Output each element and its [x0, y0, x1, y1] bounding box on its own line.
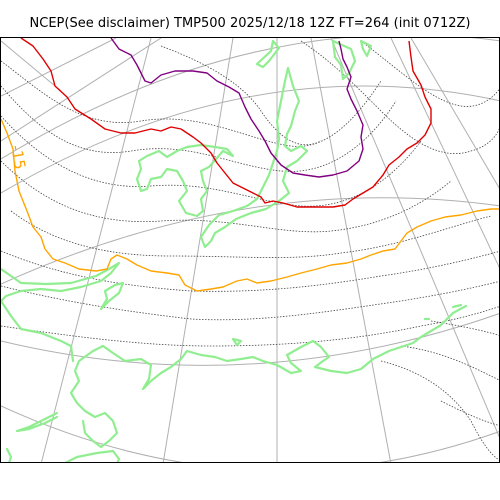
coastline-greenland: [255, 39, 281, 69]
latitude-circle: [1, 197, 499, 285]
isotherm-purple: [110, 38, 364, 178]
coastline-svalbard-east: [359, 39, 373, 58]
latitude-circle: [1, 38, 499, 160]
contour-labels: -15: [7, 144, 29, 171]
coastline-baffin: [135, 143, 235, 218]
height-contour: [1, 60, 382, 147]
coastline-newfoundland: [231, 337, 243, 347]
meridian: [310, 38, 392, 462]
latitude-circle: [1, 85, 499, 194]
meridian: [41, 38, 152, 462]
coastline-hudson-bay: [69, 344, 119, 449]
coastline-hudson-island: [99, 281, 125, 311]
meridian: [410, 38, 499, 189]
height-contour: [1, 281, 499, 321]
coastline-bay-west: [15, 411, 59, 433]
height-contour: [1, 85, 397, 172]
meridian: [1, 38, 162, 142]
height-contour: [380, 360, 499, 461]
height-contour: [10, 210, 492, 258]
meridian: [390, 38, 499, 268]
latitude-circle: [1, 313, 499, 366]
meridian: [162, 38, 234, 462]
coastline-labrador: [1, 299, 75, 363]
isotherm-orange: [1, 118, 499, 292]
height-contour: [1, 250, 499, 292]
graticule: [1, 38, 499, 462]
map-title: NCEP(See disclaimer) TMP500 2025/12/18 1…: [29, 16, 471, 31]
map-canvas: -15: [1, 38, 499, 462]
isotherms: [1, 38, 499, 292]
height-contour: [1, 160, 452, 233]
coastline-bay-south: [64, 449, 121, 462]
coastline-bay-islands: [5, 447, 13, 462]
height-contour: [160, 45, 322, 146]
height-contours: [1, 40, 499, 461]
latitude-circle: [1, 405, 499, 462]
coastline-greenland-east: [199, 66, 309, 249]
isotherm-red: [20, 38, 432, 208]
meridian: [330, 38, 499, 438]
height-contour: [1, 306, 499, 347]
meridian: [1, 40, 62, 92]
coastlines: [1, 39, 468, 462]
coastline-canada-east: [101, 304, 468, 391]
height-contour: [440, 400, 499, 426]
height-contour: [300, 40, 499, 154]
meridian: [1, 38, 117, 97]
isotherm-label: -15: [7, 144, 29, 171]
coastline-small-island: [451, 303, 463, 309]
coastline-svalbard: [331, 39, 357, 81]
coastline-hudson-north: [1, 261, 121, 303]
height-contour: [430, 320, 499, 336]
height-contour: [400, 345, 499, 381]
map-frame: -15: [0, 37, 500, 463]
